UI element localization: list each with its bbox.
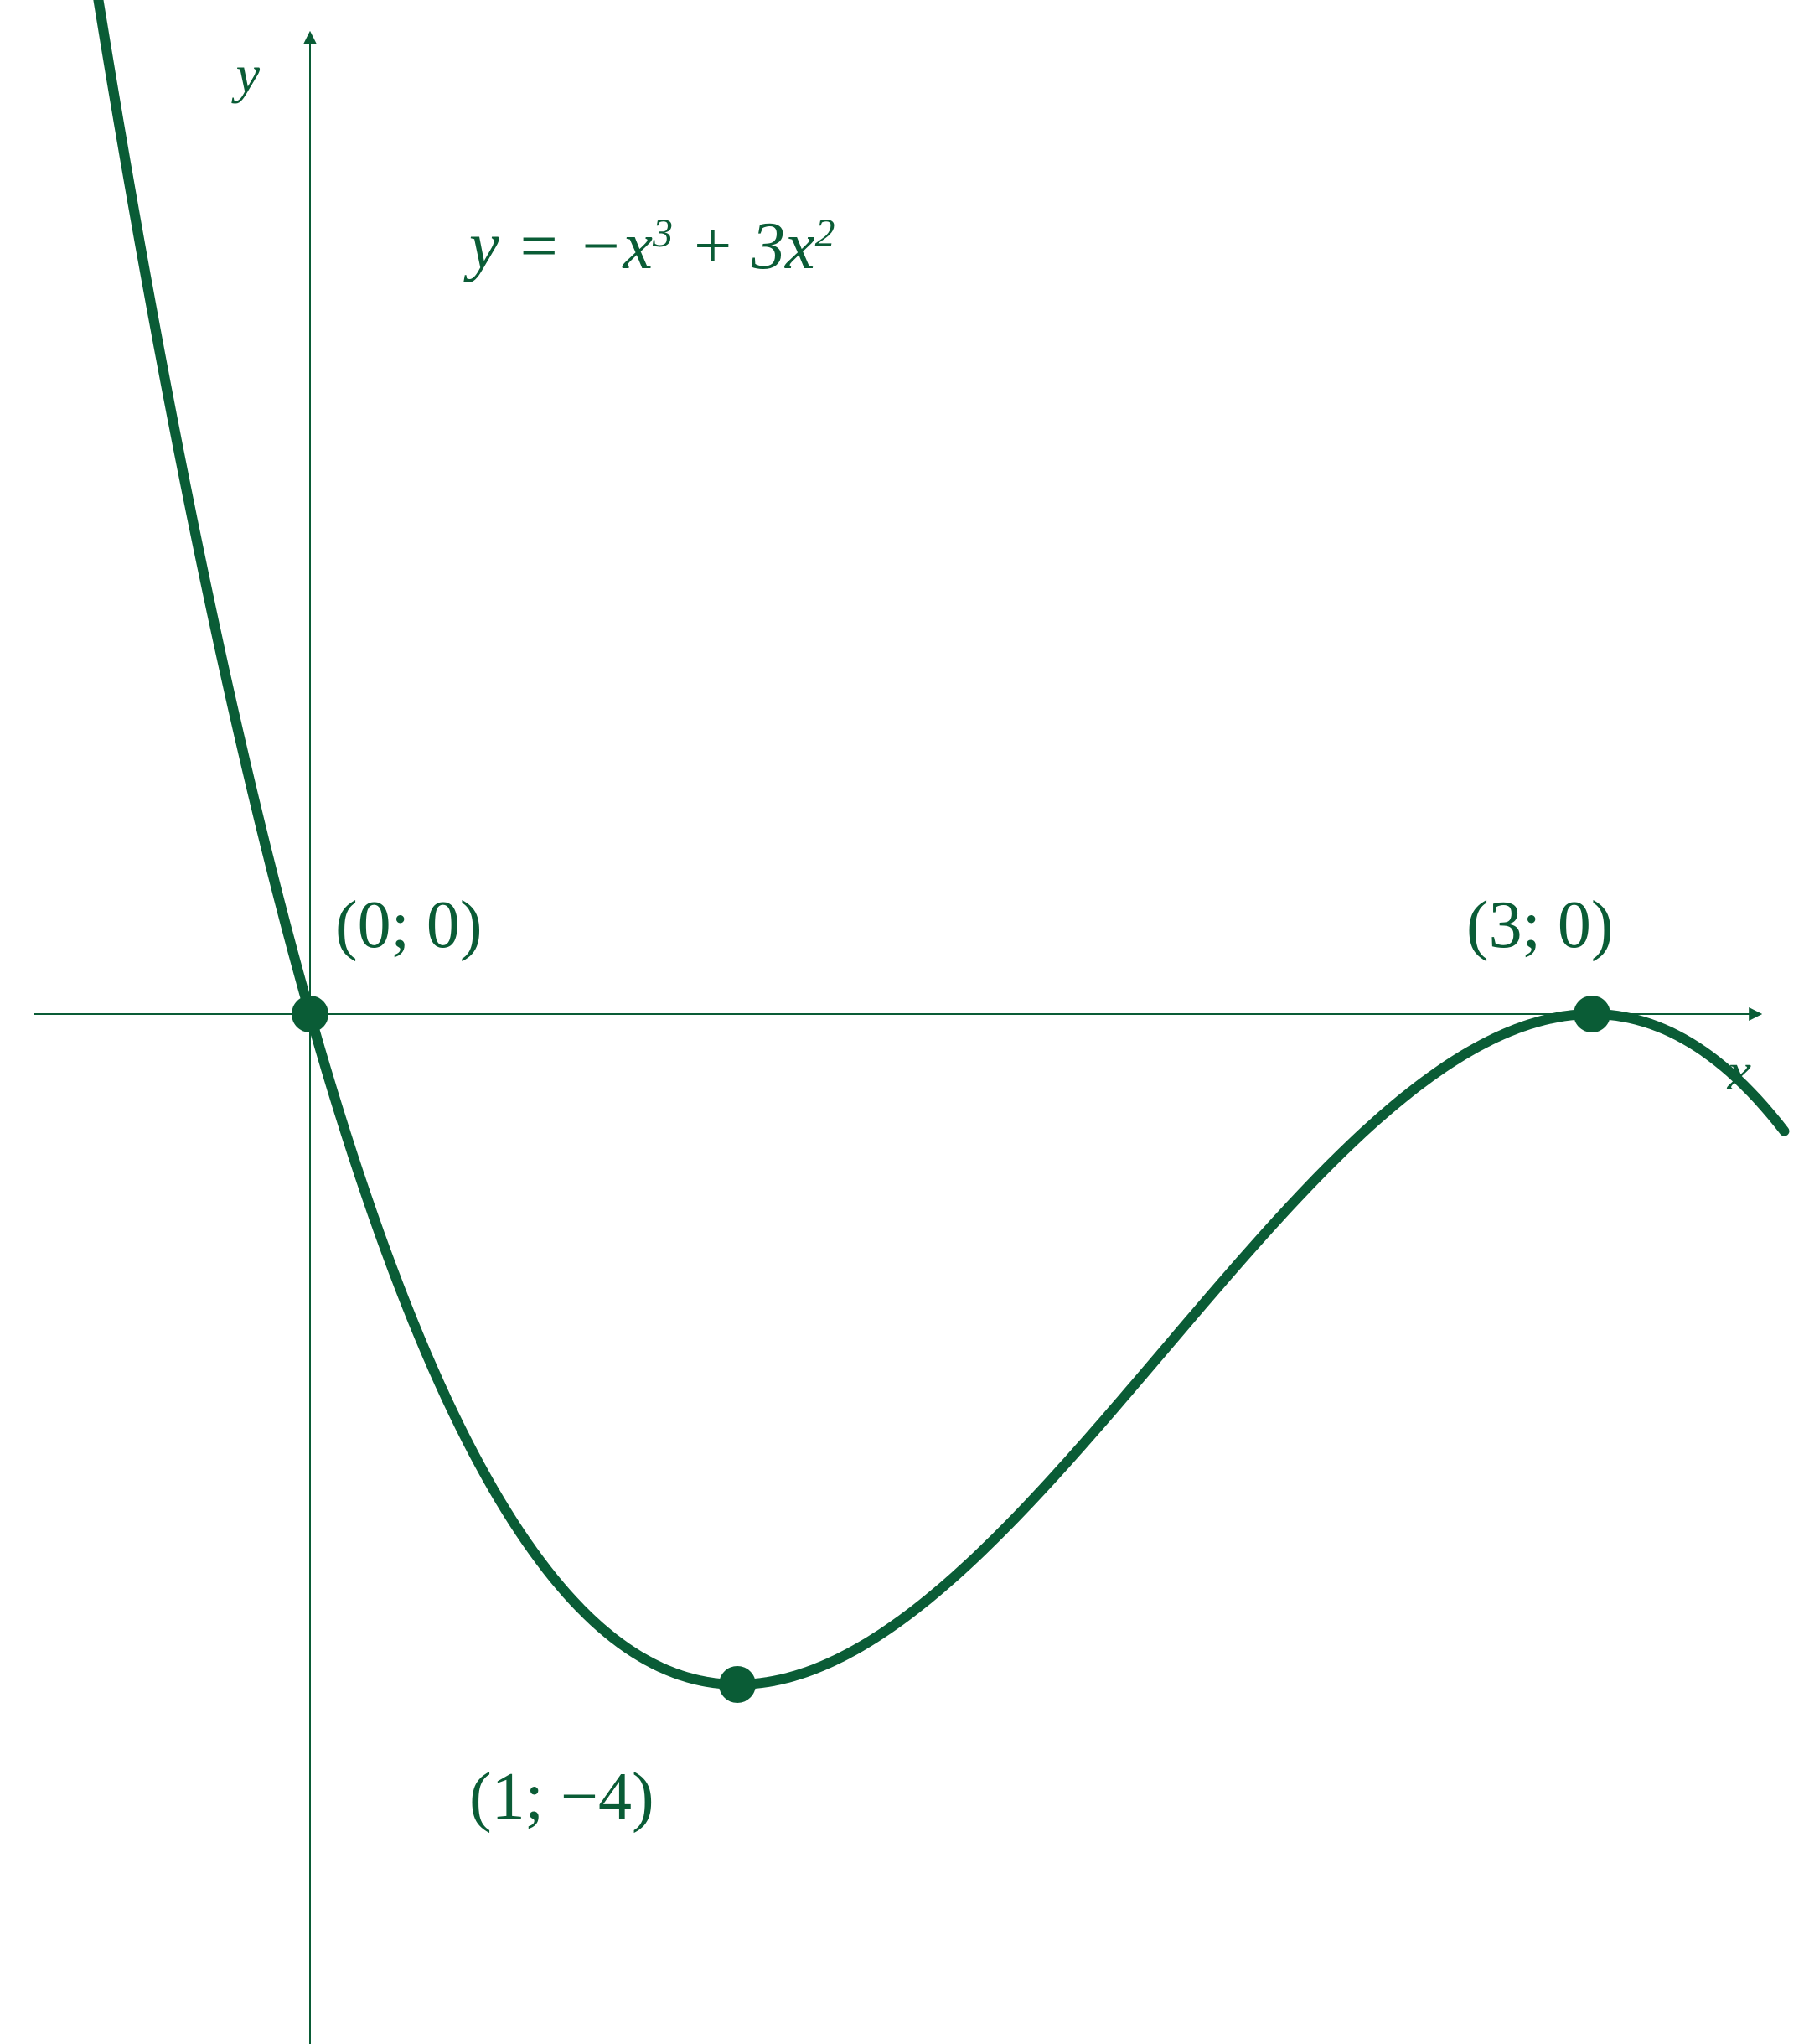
point-label: (0; 0): [335, 888, 483, 962]
y-axis-label: y: [231, 44, 261, 104]
function-label: y = −x3 + 3x2: [463, 210, 835, 283]
cubic-chart: yx(0; 0)(1; −4)(3; 0)y = −x3 + 3x2: [0, 0, 1809, 2044]
chart-svg: yx(0; 0)(1; −4)(3; 0)y = −x3 + 3x2: [0, 0, 1809, 2044]
marker-point: [719, 1666, 756, 1703]
point-label: (3; 0): [1466, 888, 1614, 962]
point-label: (1; −4): [469, 1760, 654, 1834]
marker-point: [1574, 996, 1610, 1032]
marker-point: [292, 996, 328, 1032]
